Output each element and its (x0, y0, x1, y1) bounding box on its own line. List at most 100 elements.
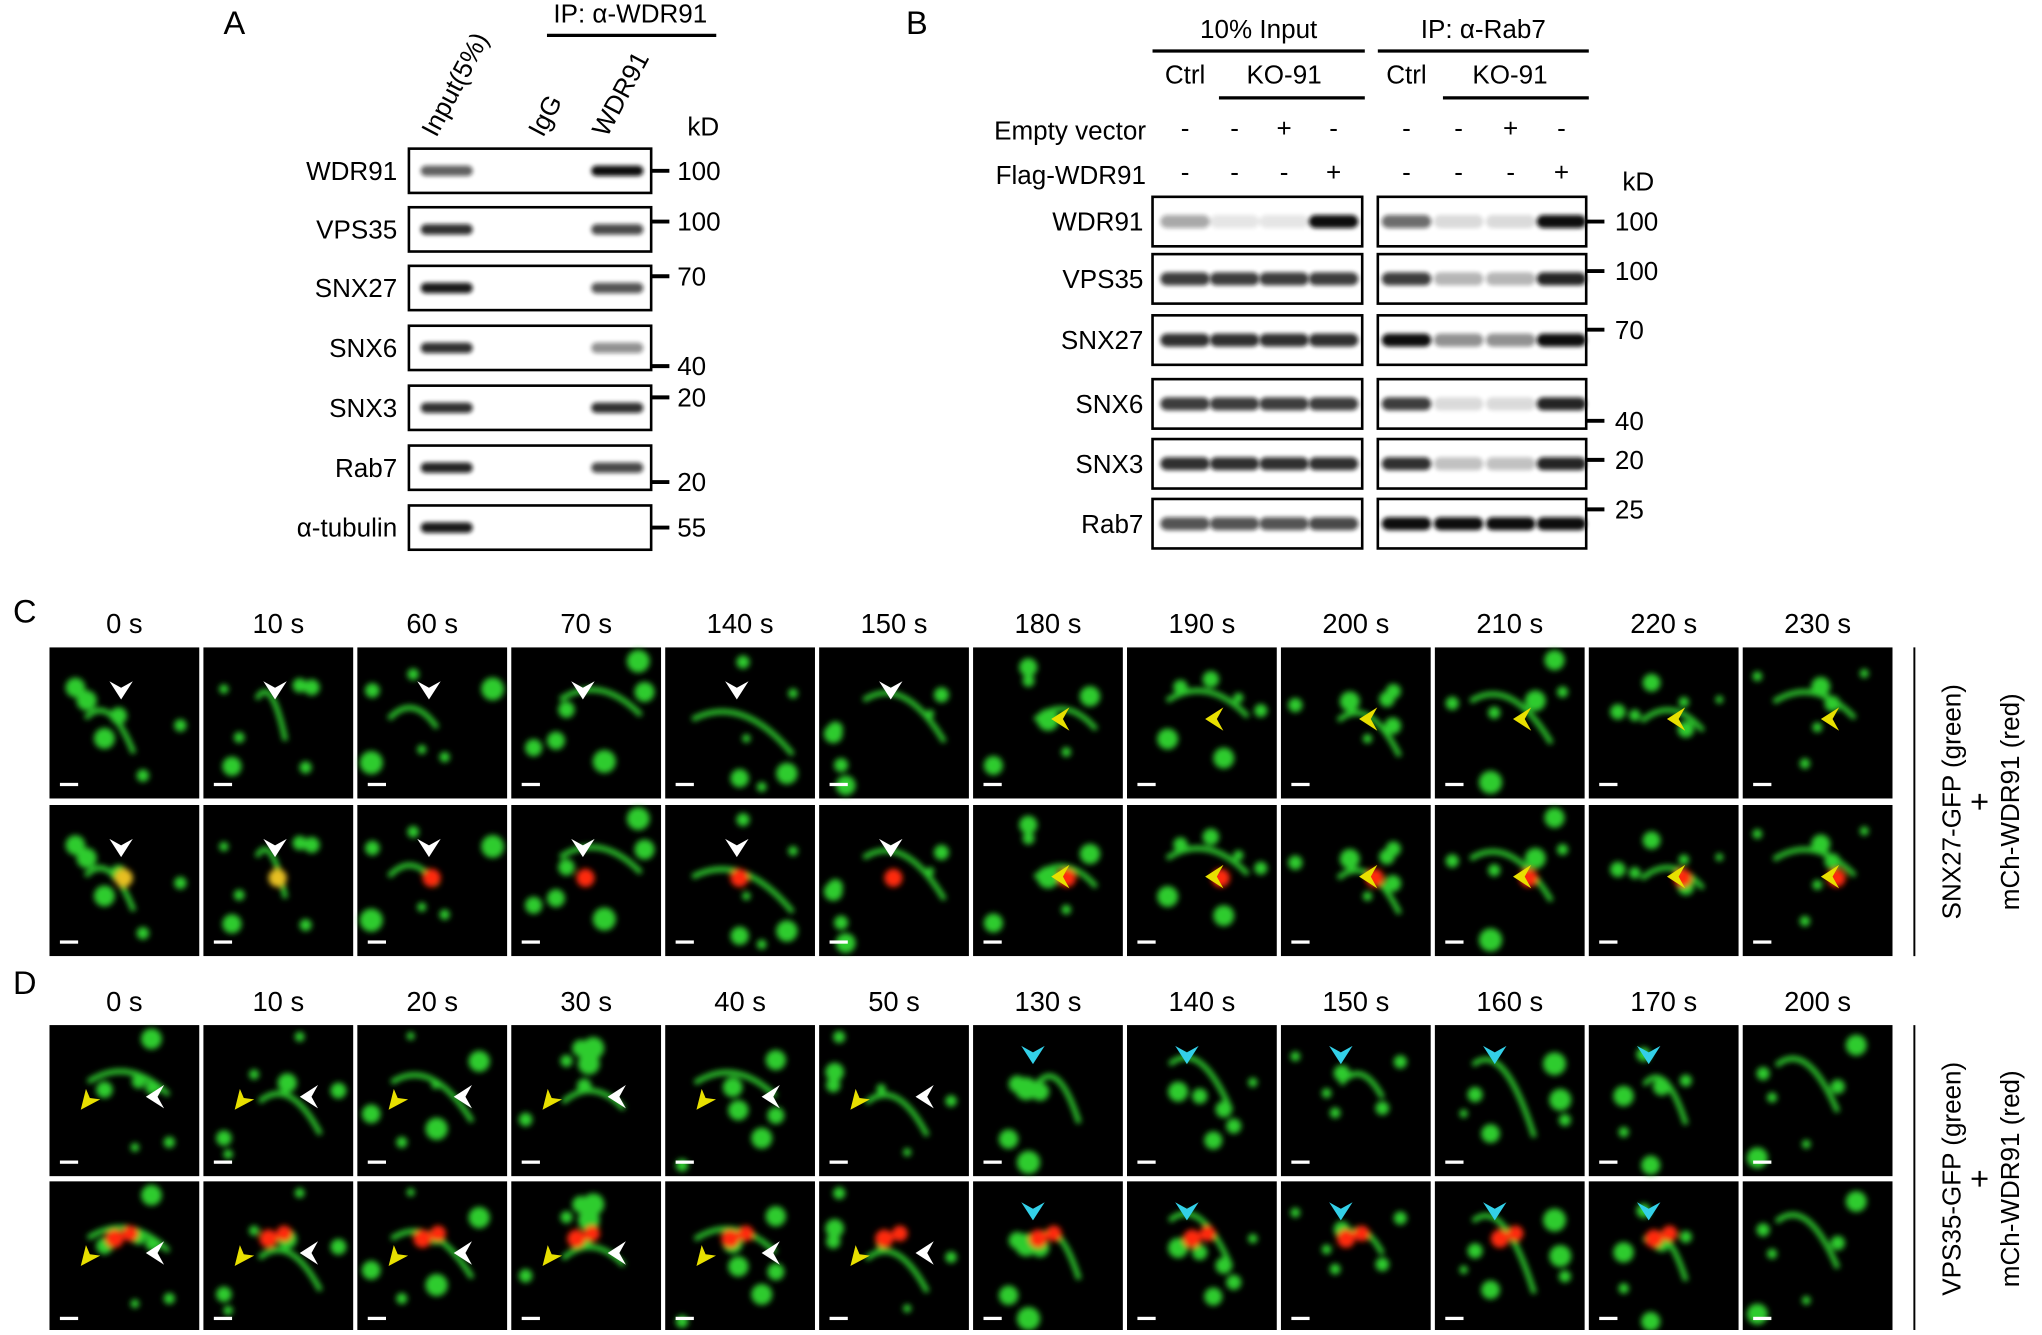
time-label: 190 s (1168, 608, 1235, 639)
green-spot (998, 1129, 1019, 1149)
arrowhead (263, 681, 287, 700)
band (1381, 333, 1432, 347)
green-tubule (257, 1091, 323, 1136)
red-spot (259, 1229, 278, 1248)
red-spot (738, 1225, 754, 1242)
arrowhead (109, 681, 133, 700)
green-spot (1629, 867, 1641, 879)
green-spot (1845, 1190, 1867, 1212)
condition-label: KO-91 (1246, 60, 1321, 90)
arrowhead (80, 1088, 101, 1110)
signal (359, 668, 505, 775)
scale-bar (521, 1316, 540, 1321)
green-spot (592, 907, 616, 931)
scale-bar (1137, 1160, 1156, 1164)
time-label: 30 s (560, 986, 612, 1017)
green-spot (1756, 1223, 1770, 1237)
green-spot (1290, 1051, 1301, 1062)
green-spot (364, 683, 380, 698)
green-spot (1746, 1303, 1768, 1325)
green-spot (1157, 886, 1179, 908)
image-tile (1742, 1025, 1893, 1177)
green-spot (1746, 1147, 1768, 1169)
image-tile (49, 1025, 200, 1177)
green-spot (1629, 709, 1641, 722)
green-spot (93, 727, 115, 749)
band (420, 165, 473, 176)
scale-bar (213, 1316, 233, 1321)
channel-label: mCh-WDR91 (red) (1995, 693, 2025, 910)
red-spot (122, 1225, 139, 1242)
scale-bar (1137, 1316, 1156, 1321)
arrowhead (725, 838, 749, 858)
time-label: 150 s (1322, 986, 1389, 1017)
scale-bar (675, 1316, 694, 1321)
green-spot (1192, 1088, 1208, 1104)
green-spot (219, 841, 229, 852)
marker-label: 40 (1615, 406, 1644, 436)
green-spot (222, 756, 242, 776)
green-tubule (693, 1070, 778, 1099)
band (591, 282, 644, 294)
green-spot (1756, 1066, 1770, 1081)
scale-bar (675, 782, 694, 787)
green-spot (834, 915, 849, 930)
green-spot (1467, 1087, 1483, 1103)
green-spot (1525, 847, 1546, 869)
time-label: 60 s (406, 608, 458, 639)
green-spot (1019, 658, 1038, 677)
green-tubule (1774, 1055, 1841, 1113)
scale-bar (1753, 1316, 1772, 1321)
scale-bar (675, 940, 694, 944)
green-tubule (1167, 1054, 1234, 1112)
band (1308, 457, 1359, 471)
marker-label: 100 (677, 207, 720, 237)
green-spot (945, 1095, 957, 1107)
scale-bar (675, 1160, 694, 1164)
time-label: 0 s (106, 608, 142, 639)
scale-bar (1599, 940, 1618, 944)
green-spot (219, 684, 229, 694)
scale-bar (367, 940, 387, 944)
green-spot (1478, 928, 1503, 952)
band (1536, 215, 1587, 229)
green-spot (1168, 1237, 1189, 1258)
row-label: SNX6 (329, 333, 397, 363)
row-label: WDR91 (1052, 207, 1143, 237)
green-spot (1613, 1242, 1634, 1263)
band (1209, 517, 1260, 531)
signal (1167, 1054, 1258, 1150)
treatment-label: Flag-WDR91 (996, 160, 1146, 190)
green-spot (1157, 728, 1179, 750)
green-spot (1543, 1052, 1567, 1076)
scale-bar (1599, 782, 1618, 787)
band (1485, 333, 1536, 347)
green-spot (1678, 696, 1690, 708)
green-spot (1362, 733, 1373, 744)
green-tubule (83, 707, 137, 755)
green-spot (1678, 854, 1690, 865)
signal (1752, 668, 1869, 769)
scale-bar (1445, 782, 1464, 787)
arrowhead (1483, 1202, 1507, 1221)
green-spot (1715, 853, 1724, 862)
band (1381, 397, 1432, 411)
marker-label: 20 (1615, 445, 1644, 475)
red-spot (1353, 1225, 1370, 1242)
green-spot (765, 1206, 786, 1227)
row-label: Rab7 (335, 453, 397, 483)
time-label: 210 s (1476, 608, 1543, 639)
green-spot (765, 1049, 786, 1071)
green-spot (1801, 1296, 1811, 1305)
image-tile (203, 647, 354, 799)
green-spot (1642, 673, 1661, 692)
band (1433, 272, 1484, 286)
green-spot (1641, 1311, 1661, 1332)
green-spot (136, 769, 150, 782)
green-tubule (1639, 865, 1706, 891)
green-tubule (864, 1092, 930, 1137)
band (420, 282, 473, 294)
green-spot (141, 1184, 162, 1206)
green-tubule (1642, 1074, 1689, 1126)
arrowhead (388, 1245, 409, 1267)
